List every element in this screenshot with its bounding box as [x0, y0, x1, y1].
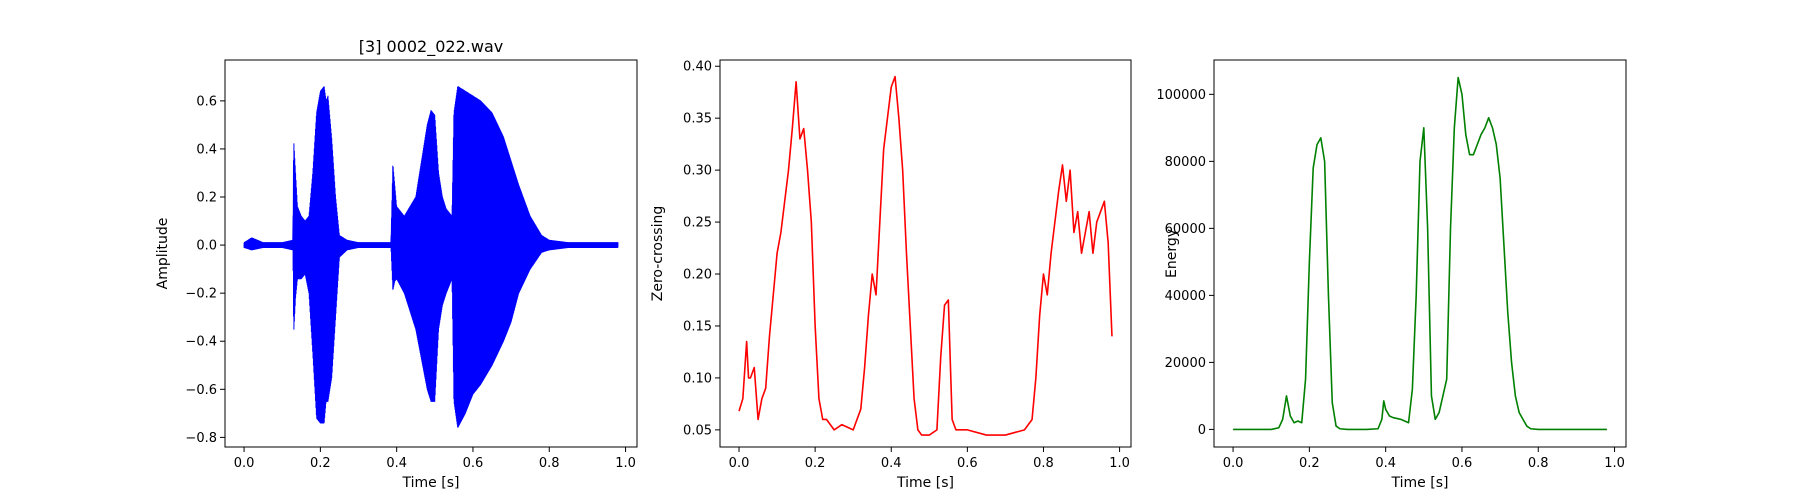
- energy-ylabel: Energy: [1164, 229, 1180, 278]
- amplitude-ytick-label: 0.6: [196, 94, 217, 109]
- panel-zero-crossing: 0.0 0.2 0.4 0.6 0.8 1.0 0.05 0.10 0.15 0.20 0.25 0.…: [650, 59, 1132, 491]
- zero-crossing-xtick-label: 0.2: [805, 456, 826, 471]
- amplitude-ytick-label: −0.4: [185, 335, 217, 350]
- zero-crossing-ylabel: Zero-crossing: [650, 206, 666, 301]
- amplitude-axes-frame: [224, 59, 638, 448]
- zero-crossing-ytick-label: 0.30: [683, 164, 712, 179]
- zero-crossing-xtick-label: 1.0: [1109, 456, 1130, 471]
- energy-ytick-label: 80000: [1165, 155, 1206, 170]
- energy-xtick-label: 0.6: [1452, 456, 1473, 471]
- amplitude-xtick-label: 1.0: [615, 456, 636, 471]
- amplitude-xtick-label: 0.8: [539, 456, 560, 471]
- amplitude-ylabel: Amplitude: [155, 218, 171, 290]
- energy-series-line: [1233, 76, 1607, 431]
- amplitude-ytick-label: 0.0: [196, 239, 217, 254]
- energy-xtick-label: 1.0: [1604, 456, 1625, 471]
- zero-crossing-xtick-label: 0.0: [729, 456, 750, 471]
- energy-xtick-label: 0.8: [1528, 456, 1549, 471]
- zero-crossing-xtick-label: 0.4: [881, 456, 902, 471]
- energy-ytick-label: 60000: [1165, 222, 1206, 237]
- energy-xlabel: Time [s]: [1391, 475, 1449, 491]
- zero-crossing-series-line: [738, 75, 1113, 436]
- amplitude-xtick-label: 0.0: [234, 456, 255, 471]
- zero-crossing-xtick-label: 0.8: [1033, 456, 1054, 471]
- energy-ytick-label: 0: [1198, 423, 1206, 438]
- amplitude-xtick-label: 0.2: [310, 456, 331, 471]
- energy-axes-frame: [1213, 59, 1627, 448]
- amplitude-ytick-label: −0.2: [185, 287, 217, 302]
- zero-crossing-ytick-label: 0.25: [683, 216, 712, 231]
- energy-xtick-label: 0.2: [1299, 456, 1320, 471]
- amplitude-series-line: [243, 86, 619, 428]
- energy-xtick-label: 0.4: [1375, 456, 1396, 471]
- zero-crossing-ytick-label: 0.10: [683, 371, 712, 386]
- zero-crossing-ytick-label: 0.15: [683, 319, 712, 334]
- amplitude-xtick-label: 0.6: [463, 456, 484, 471]
- amplitude-xtick-label: 0.4: [386, 456, 407, 471]
- zero-crossing-ytick-label: 0.35: [683, 112, 712, 127]
- amplitude-ytick-label: −0.6: [185, 383, 217, 398]
- amplitude-ytick-label: 0.4: [196, 142, 217, 157]
- zero-crossing-xlabel: Time [s]: [896, 475, 954, 491]
- amplitude-ytick-label: 0.2: [196, 191, 217, 206]
- zero-crossing-ytick-label: 0.40: [683, 60, 712, 75]
- zero-crossing-xtick-label: 0.6: [957, 456, 978, 471]
- zero-crossing-ytick-label: 0.05: [683, 423, 712, 438]
- energy-ytick-label: 40000: [1165, 289, 1206, 304]
- amplitude-ytick-label: −0.8: [185, 431, 217, 446]
- energy-ytick-label: 100000: [1156, 88, 1206, 103]
- energy-ytick-label: 20000: [1165, 356, 1206, 371]
- zero-crossing-axes-frame: [719, 59, 1132, 448]
- panel-energy: 0.0 0.2 0.4 0.6 0.8 1.0 0 20000 40000 60000 80000 1…: [1156, 59, 1627, 491]
- energy-xtick-label: 0.0: [1223, 456, 1244, 471]
- amplitude-title: [3] 0002_022.wav: [359, 37, 503, 57]
- panel-amplitude: 0.0 0.2 0.4 0.6 0.8 1.0 −0.8 −0.6 −0.4 −0.2 0.0 0.2…: [155, 37, 638, 491]
- amplitude-xlabel: Time [s]: [402, 475, 460, 491]
- zero-crossing-ytick-label: 0.20: [683, 268, 712, 283]
